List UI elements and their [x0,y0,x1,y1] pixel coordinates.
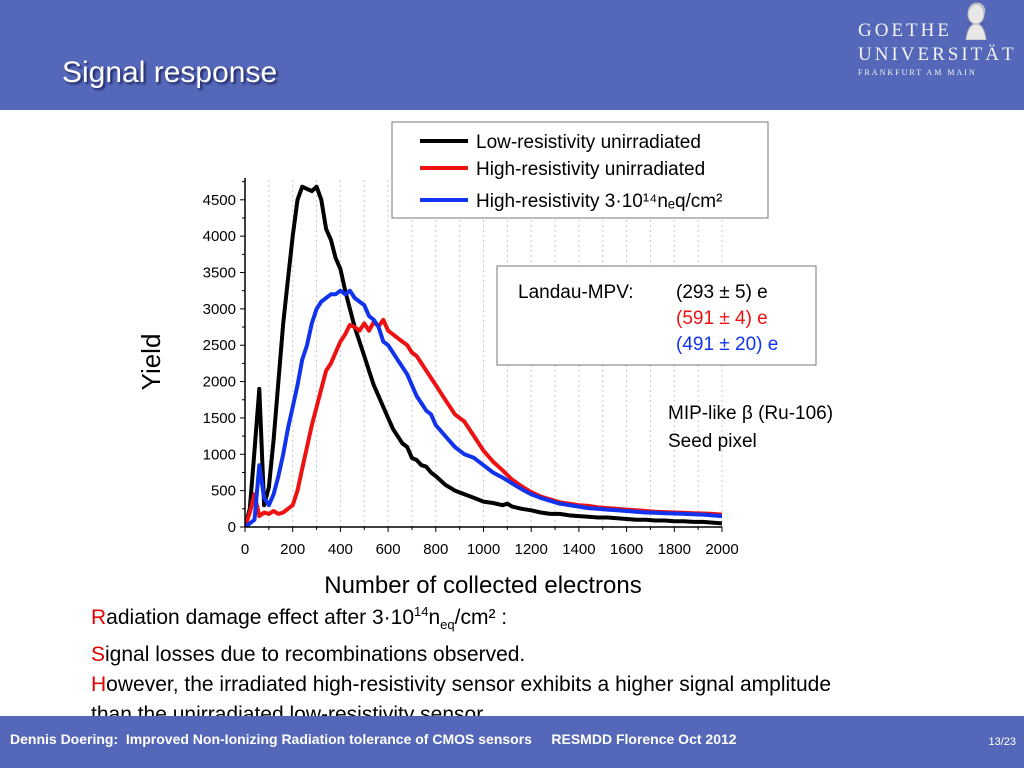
grid-lines [268,178,723,527]
x-tick-label: 1200 [515,541,548,558]
y-tick-label: 0 [228,519,236,536]
x-tick-label: 1800 [658,541,691,558]
x-tick-label: 1400 [562,541,595,558]
y-axis-ticks: 0 500 1000 1500 2000 2500 3000 3500 4000 4500 [203,181,245,536]
logo-line-3: FRANKFURT AM MAIN [858,68,977,77]
legend: Low-resistivity unirradiated High-resist… [391,121,769,219]
source-annotation-2: Seed pixel [668,431,757,452]
x-tick-label: 800 [423,541,448,558]
series-line-low-res [245,184,722,527]
summary-line-2: Signal losses due to recombinations obse… [91,643,526,667]
source-annotation-1: MIP-like β (Ru-106) [668,403,833,424]
y-tick-label: 4000 [203,228,236,245]
page-number: 13/23 [988,736,1016,748]
landau-box: Landau-MPV: (293 ± 5) e (591 ± 4) e (491… [496,265,817,366]
y-tick-label: 4500 [203,192,236,209]
footer-bar: Dennis Doering: Improved Non-Ionizing Ra… [0,716,1024,768]
x-tick-label: 1000 [467,541,500,558]
legend-label-low-res: Low-resistivity unirradiated [476,132,701,153]
legend-label-irradiated: High-resistivity 3·10¹⁴nₑq/cm² [476,191,722,212]
y-tick-label: 1000 [203,446,236,463]
y-axis-label: Yield [136,334,166,391]
footer-text: Dennis Doering: Improved Non-Ionizing Ra… [10,731,737,747]
logo-line-2: UNIVERSITÄT [858,44,1017,65]
x-tick-label: 600 [376,541,401,558]
landau-value-high-res: (591 ± 4) e [676,308,768,329]
slide-title: Signal response [62,56,278,89]
signal-response-chart: 0 200 400 600 800 1000 1200 1400 1600 1800 2000 0 5… [136,121,833,599]
x-tick-label: 1600 [610,541,643,558]
logo-line-1: GOETHE [858,20,952,41]
x-tick-label: 0 [241,541,249,558]
y-tick-label: 3500 [203,265,236,282]
university-logo: GOETHE UNIVERSITÄT FRANKFURT AM MAIN [858,2,1018,84]
y-tick-label: 2000 [203,374,236,391]
x-tick-label: 2000 [705,541,738,558]
summary-text: Radiation damage effect after 3·1014neq/… [91,597,1011,730]
series-line-irradiated [245,288,722,527]
summary-line-1: Radiation damage effect after 3·1014neq/… [91,604,508,633]
landau-value-low-res: (293 ± 5) e [676,282,768,303]
legend-label-high-res: High-resistivity unirradiated [476,159,705,180]
series-lines [245,184,722,527]
summary-line-3: However, the irradiated high-resistivity… [91,673,832,697]
goethe-bust-icon [965,2,987,40]
x-axis-ticks: 0 200 400 600 800 1000 1200 1400 1600 1800 2000 [241,527,739,558]
y-tick-label: 2500 [203,337,236,354]
y-tick-label: 500 [211,483,236,500]
landau-box-frame [496,265,817,366]
header-bar: Signal response GOETHE UNIVERSITÄT FRANK… [0,0,1024,110]
landau-value-irradiated: (491 ± 20) e [676,334,778,355]
x-axis-label: Number of collected electrons [324,572,641,599]
y-tick-label: 3000 [203,301,236,318]
x-tick-label: 200 [280,541,305,558]
y-tick-label: 1500 [203,410,236,427]
x-tick-label: 400 [328,541,353,558]
landau-label: Landau-MPV: [518,282,633,303]
